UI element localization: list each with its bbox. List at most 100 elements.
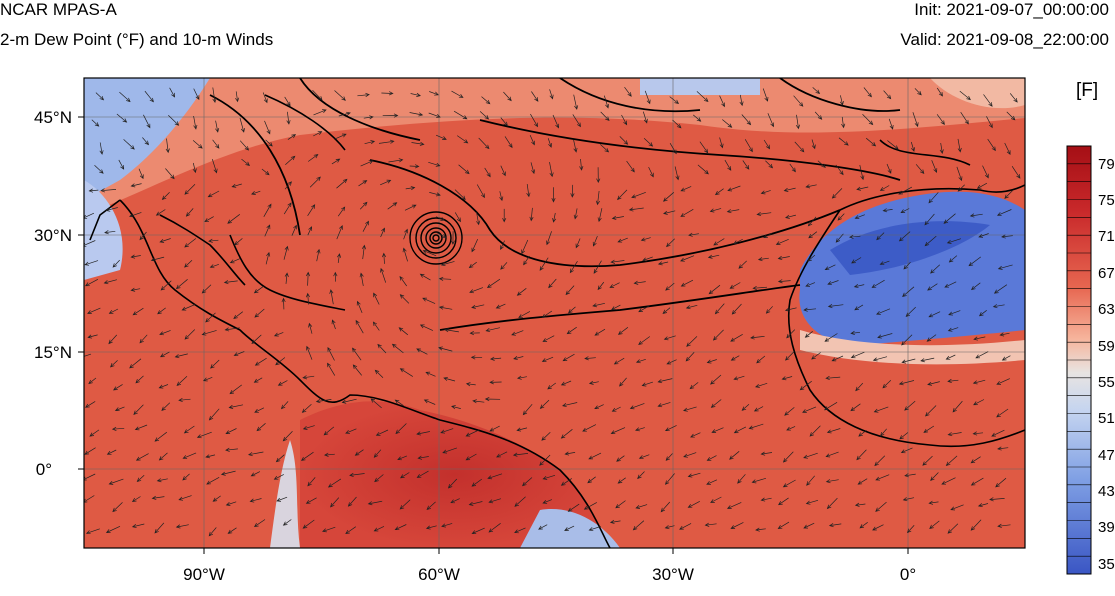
wind-vector xyxy=(805,184,817,189)
wind-vector xyxy=(803,452,818,459)
wind-vector xyxy=(905,306,916,317)
wind-vector xyxy=(613,357,625,365)
wind-vector xyxy=(853,284,865,289)
wind-vector xyxy=(704,522,717,527)
wind-vector xyxy=(657,402,671,408)
wind-vector xyxy=(803,307,817,312)
wind-vector xyxy=(565,285,575,296)
wind-vector xyxy=(629,403,645,410)
wind-vector xyxy=(706,479,718,485)
wind-vector xyxy=(184,184,196,195)
wind-vector xyxy=(165,168,175,180)
wind-vector xyxy=(118,159,125,170)
wind-vector xyxy=(809,425,821,437)
wind-vector xyxy=(859,164,865,181)
wind-vector xyxy=(458,164,470,175)
wind-vector xyxy=(105,207,118,212)
wind-vector xyxy=(765,306,773,314)
wind-vector xyxy=(362,220,369,232)
wind-vector xyxy=(660,501,671,513)
wind-vector xyxy=(922,455,933,466)
wind-vector xyxy=(665,453,673,461)
wind-vector xyxy=(709,208,722,213)
wind-vector xyxy=(284,96,291,107)
wind-vector xyxy=(928,500,939,505)
wind-vector xyxy=(928,311,941,318)
wind-vector xyxy=(429,192,441,197)
wind-vector xyxy=(588,380,599,385)
wind-vector xyxy=(91,119,100,127)
wind-vector xyxy=(928,192,939,204)
wind-vector xyxy=(361,244,367,260)
colorbar-label: 39 xyxy=(1098,519,1115,536)
wind-vector xyxy=(573,139,578,153)
wind-vector xyxy=(635,504,648,509)
wind-vector xyxy=(280,401,289,410)
wind-vector xyxy=(624,86,632,97)
wind-vector xyxy=(276,496,288,502)
wind-vector xyxy=(380,227,385,238)
wind-vector xyxy=(875,474,890,481)
wind-vector xyxy=(277,380,288,386)
lon-label-30w: 30°W xyxy=(652,565,694,584)
wind-vector xyxy=(225,447,238,452)
wind-vector xyxy=(785,214,796,219)
wind-vector xyxy=(784,307,797,312)
wind-vector xyxy=(184,259,193,268)
wind-vector xyxy=(638,454,650,460)
wind-vector xyxy=(398,327,409,336)
wind-vector xyxy=(469,330,480,336)
wind-vector xyxy=(883,90,892,100)
wind-vector xyxy=(404,204,417,211)
wind-vector xyxy=(730,522,744,529)
wind-vector xyxy=(597,281,605,291)
wind-vector xyxy=(99,142,104,155)
wind-vector xyxy=(468,261,477,269)
wind-vector xyxy=(130,287,141,292)
wind-vector xyxy=(142,137,150,146)
wind-vector xyxy=(391,343,404,354)
wind-vector xyxy=(978,233,989,238)
wind-vector xyxy=(106,449,117,455)
wind-vector xyxy=(976,182,988,189)
wind-vector xyxy=(211,158,218,174)
wind-vector xyxy=(273,332,284,337)
wind-vector xyxy=(582,424,597,432)
wind-vector xyxy=(738,260,747,269)
wind-vector xyxy=(333,271,338,282)
wind-vector xyxy=(158,384,169,389)
wind-vector xyxy=(583,502,597,510)
wind-vector xyxy=(989,497,1005,502)
wind-vector xyxy=(973,336,986,341)
wind-vector xyxy=(470,355,483,360)
wind-vector xyxy=(443,376,456,382)
wind-vector xyxy=(880,428,887,437)
wind-vector xyxy=(233,351,245,357)
wind-vector xyxy=(229,384,243,395)
wind-vector xyxy=(757,257,769,262)
wind-vector xyxy=(103,279,117,285)
wind-vector xyxy=(440,428,454,434)
wind-vector xyxy=(316,248,321,262)
wind-vector xyxy=(875,501,887,512)
wind-vector xyxy=(465,453,477,461)
wind-vector xyxy=(549,89,554,100)
map-title: NCAR MPAS-A xyxy=(0,0,117,19)
wind-vector xyxy=(777,521,790,530)
wind-vector xyxy=(202,376,213,382)
wind-vector xyxy=(443,328,459,333)
wind-vector xyxy=(752,285,768,291)
wind-vector xyxy=(997,446,1009,451)
wind-vector xyxy=(898,186,913,195)
wind-vector xyxy=(253,519,266,528)
wind-vector xyxy=(573,208,578,220)
wind-vector xyxy=(119,91,131,103)
wind-vector xyxy=(600,144,610,153)
wind-vector xyxy=(416,470,429,478)
wind-vector xyxy=(416,348,428,355)
wind-vector xyxy=(341,398,357,404)
wind-vector xyxy=(706,359,717,364)
wind-vector xyxy=(138,168,144,180)
wind-vector xyxy=(205,312,216,323)
wind-vector xyxy=(451,90,464,98)
